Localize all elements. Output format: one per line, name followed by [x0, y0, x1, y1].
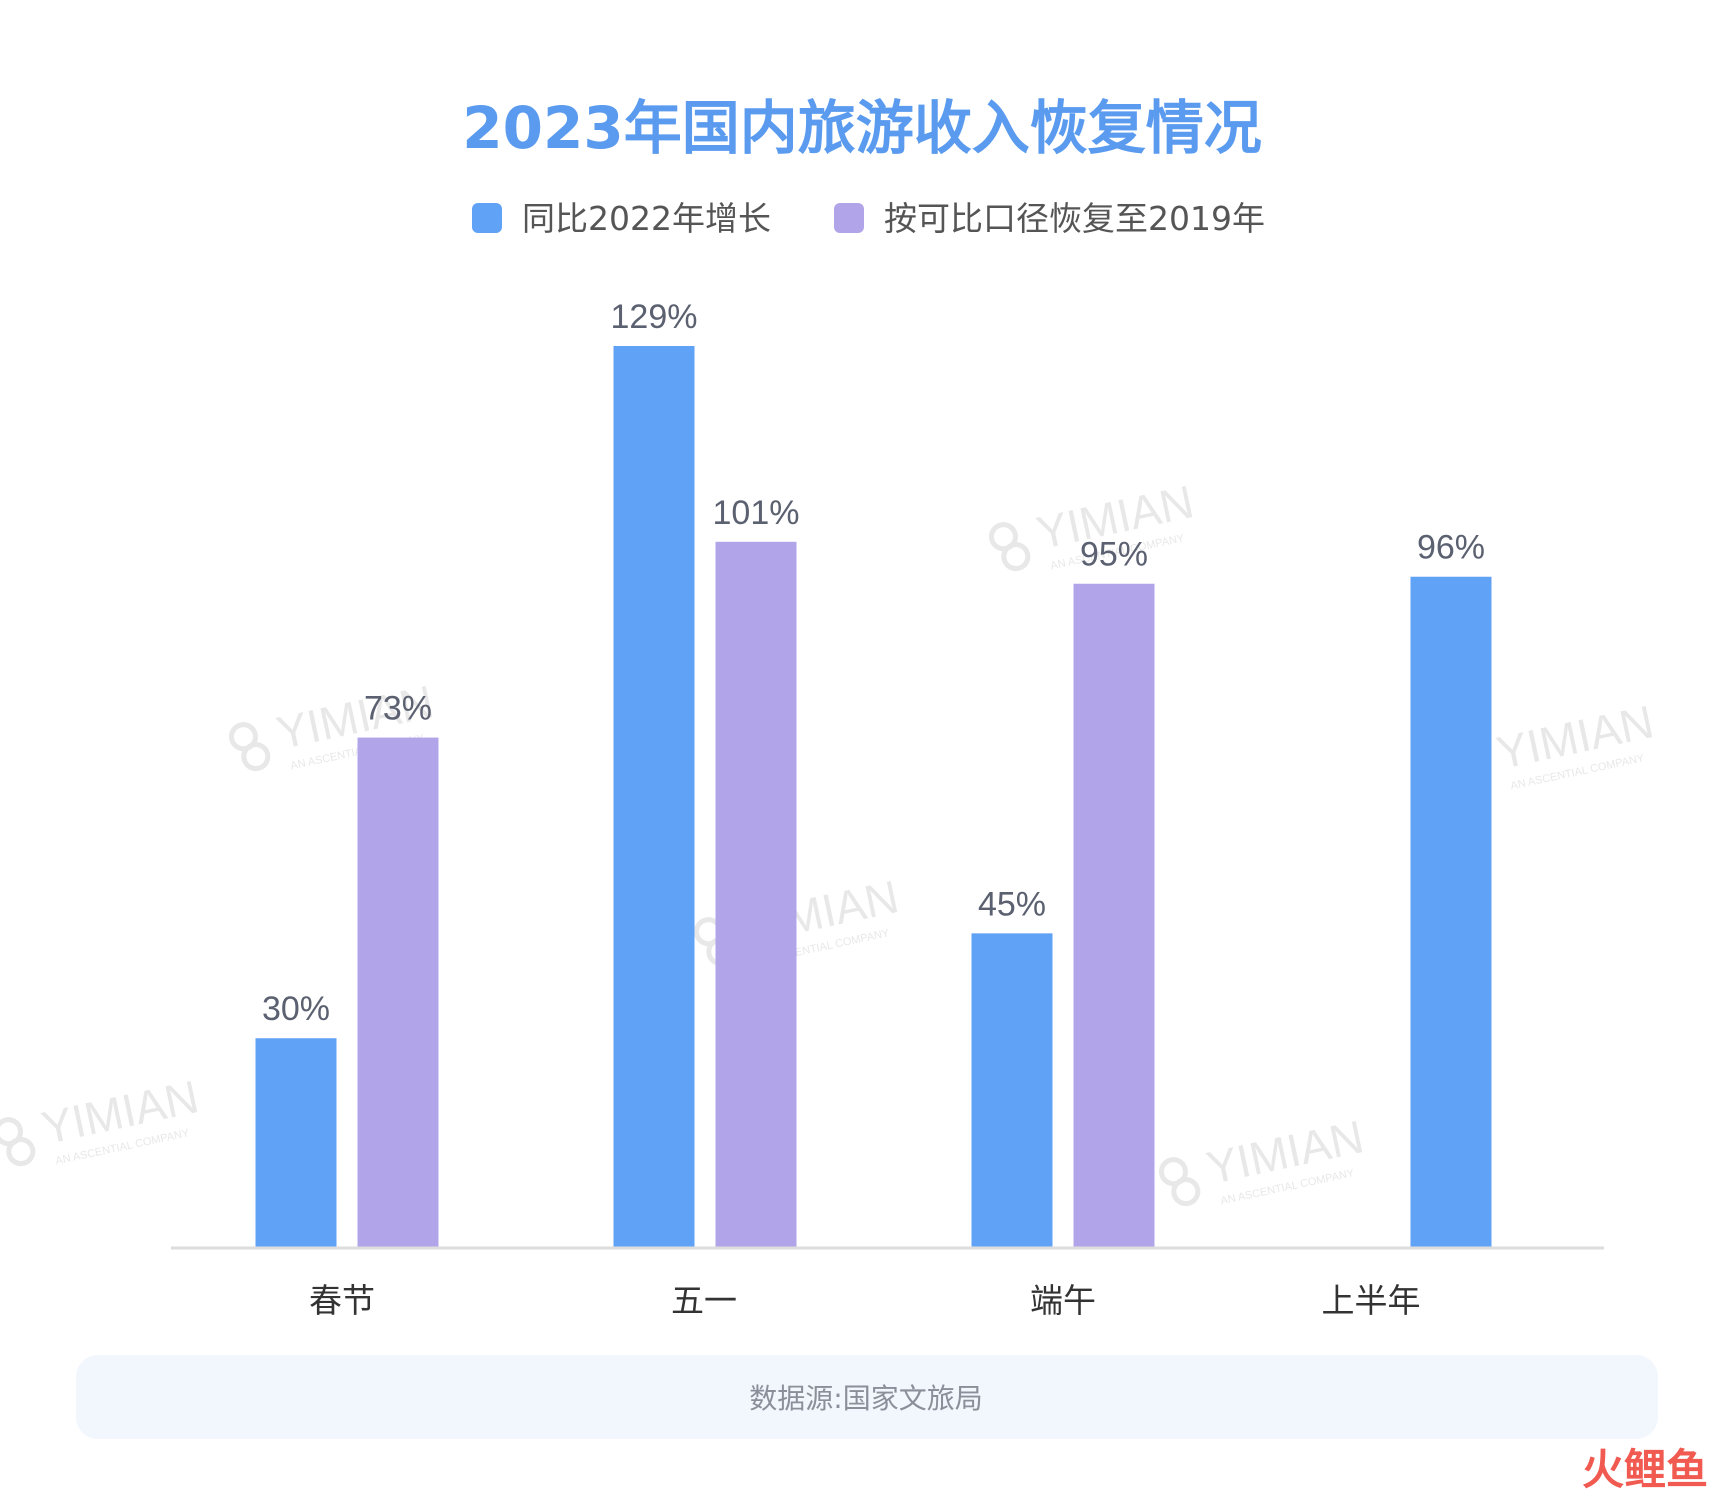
legend-item-2: 按可比口径恢复至2019年: [834, 199, 1265, 238]
chart-title: 2023年国内旅游收入恢复情况: [462, 94, 1261, 162]
legend-label-1: 同比2022年增长: [522, 199, 771, 238]
legend-item-1: 同比2022年增长: [472, 199, 771, 238]
category-label-2: 五一: [671, 1281, 737, 1320]
legend-swatch-1: [472, 203, 502, 233]
source-text: 数据源:国家文旅局: [749, 1382, 982, 1415]
legend-swatch-2: [834, 203, 864, 233]
bar-1-1: [255, 1038, 337, 1248]
data-label-1-3: 45%: [978, 885, 1046, 923]
bar-1-4: [1410, 576, 1492, 1248]
source-box: [76, 1355, 1658, 1439]
data-label-2-3: 95%: [1080, 536, 1148, 574]
data-label-2-1: 73%: [364, 690, 432, 728]
bar-2-2: [715, 541, 797, 1248]
data-label-1-2: 129%: [611, 298, 698, 336]
bar-1-2: [613, 346, 695, 1248]
data-label-1-1: 30%: [262, 990, 330, 1028]
category-label-1: 春节: [309, 1281, 375, 1320]
bar-2-3: [1073, 583, 1155, 1248]
bar-1-3: [971, 933, 1053, 1248]
brand-logo: 火鲤鱼: [1582, 1445, 1708, 1489]
bar-2-1: [357, 737, 439, 1248]
bars-group: 30% 73% 129% 101% 45% 95% 96%: [255, 298, 1492, 1248]
category-label-4: 上半年: [1322, 1281, 1421, 1320]
legend-label-2: 按可比口径恢复至2019年: [884, 199, 1265, 238]
category-labels: 春节 五一 端午 上半年: [309, 1281, 1421, 1320]
data-label-2-2: 101%: [713, 494, 800, 532]
category-label-3: 端午: [1030, 1281, 1096, 1320]
legend: 同比2022年增长 按可比口径恢复至2019年: [472, 199, 1265, 238]
data-label-1-4: 96%: [1417, 529, 1485, 567]
